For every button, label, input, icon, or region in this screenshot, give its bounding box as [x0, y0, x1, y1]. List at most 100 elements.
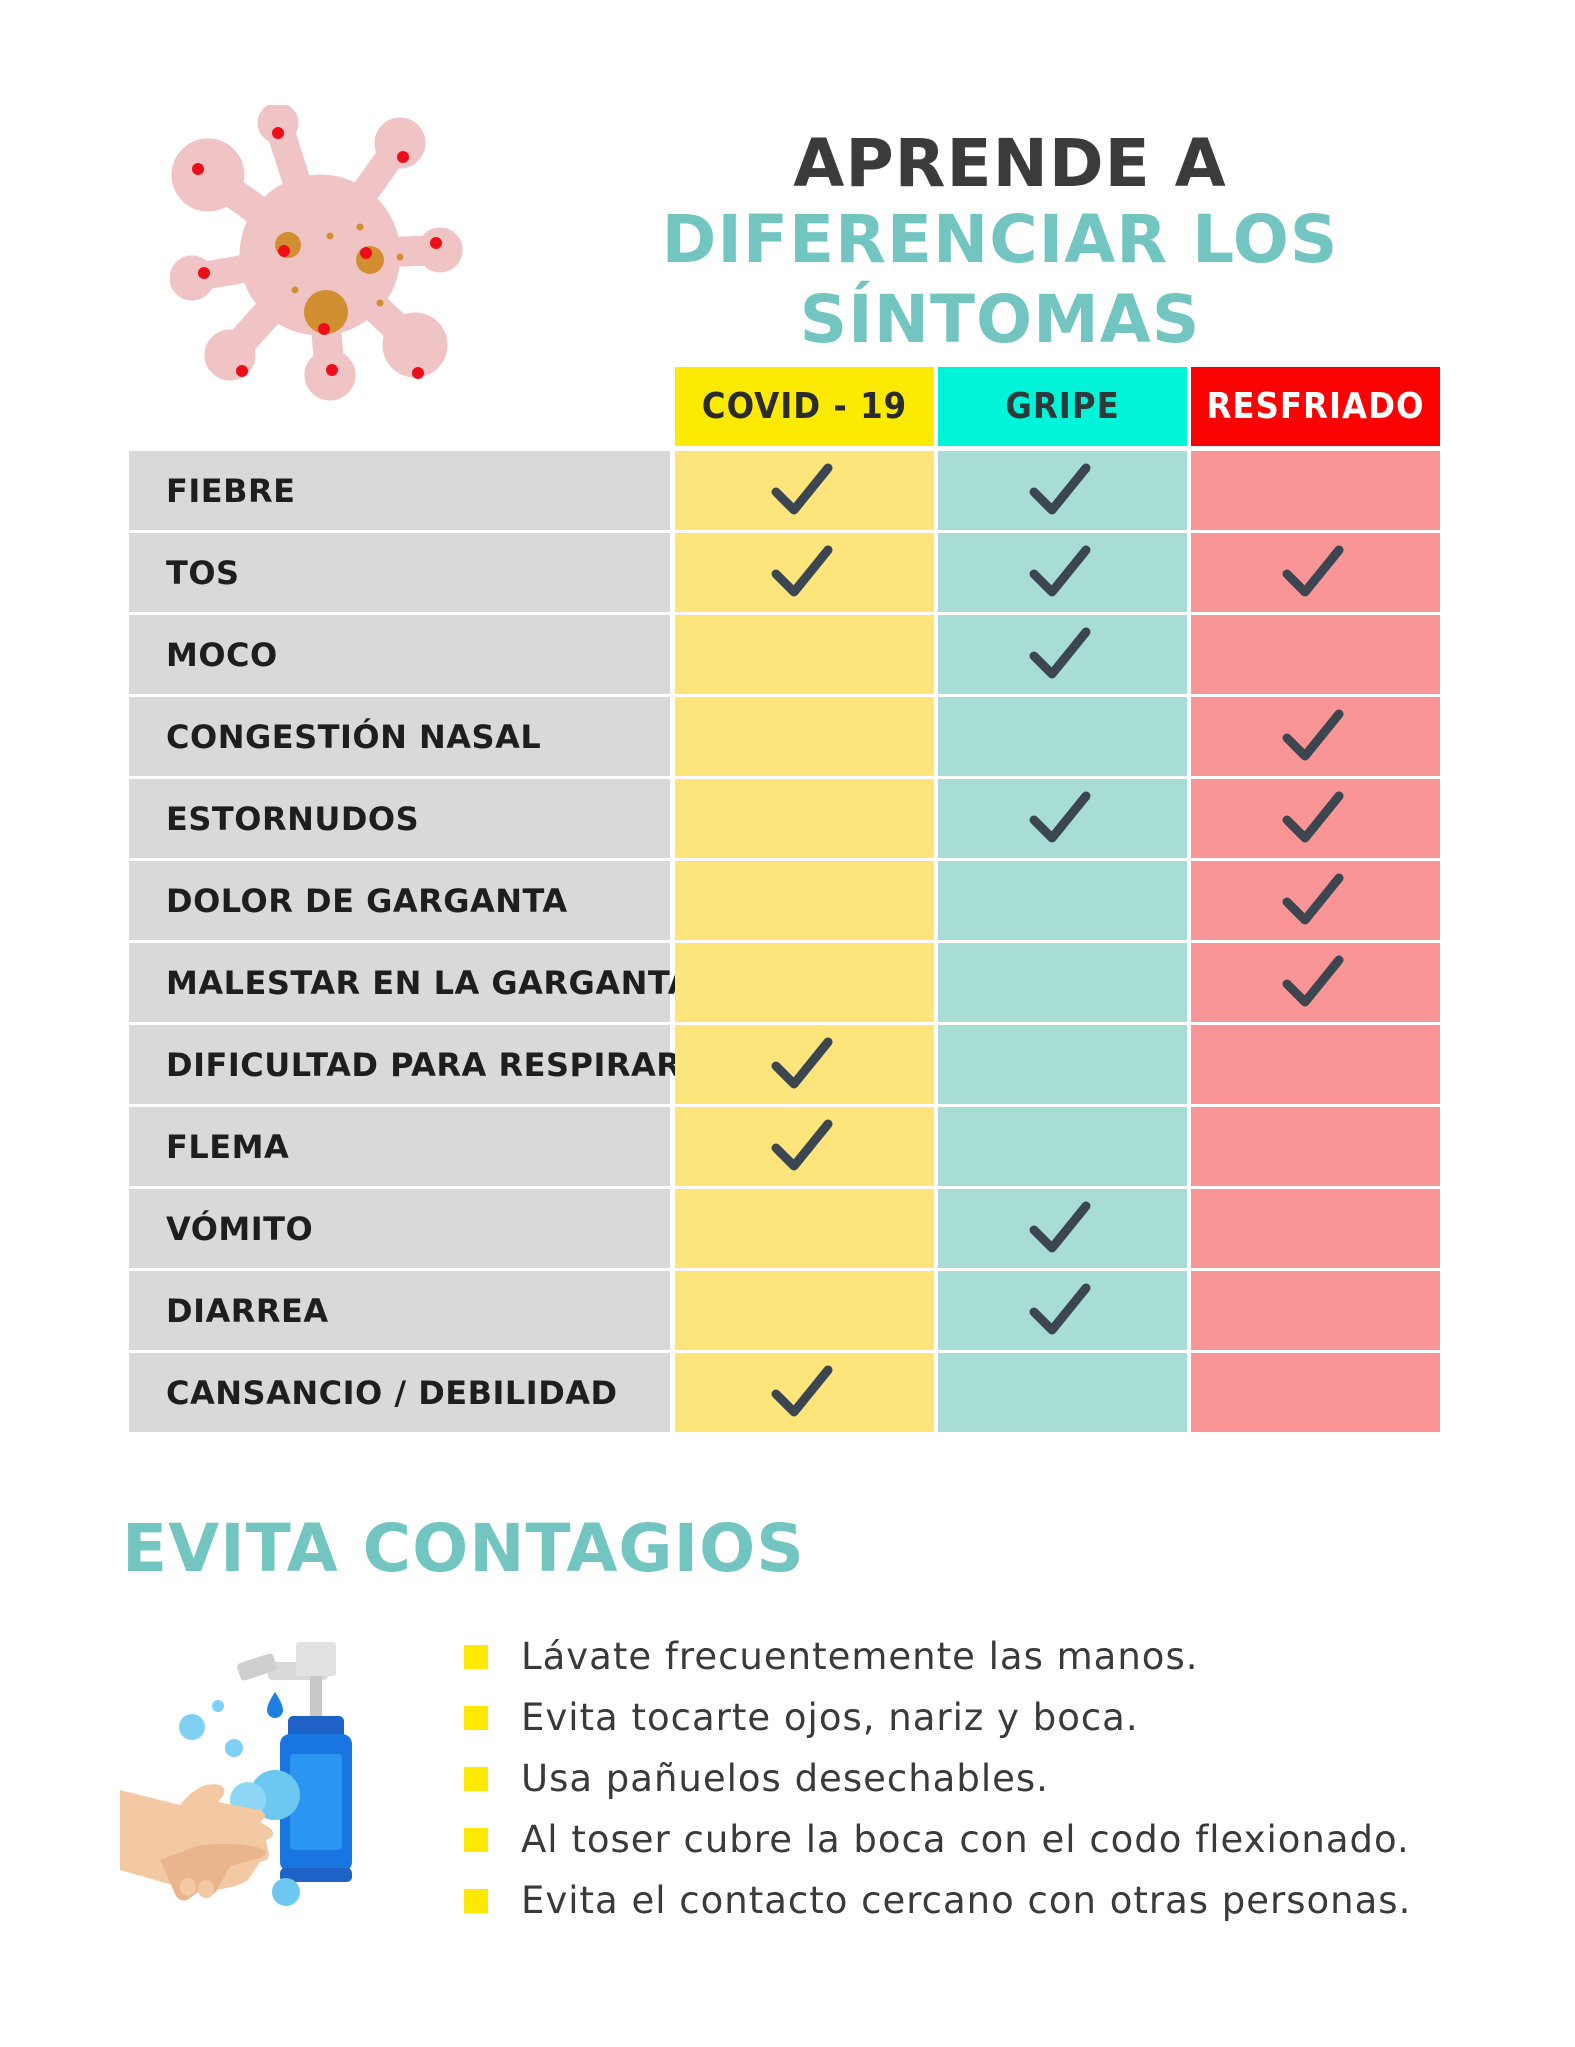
tip-item: Evita el contacto cercano con otras pers… [464, 1870, 1411, 1931]
symptom-label: MOCO [166, 635, 278, 674]
check-cell [1191, 615, 1440, 694]
tip-text: Usa pañuelos desechables. [521, 1757, 1049, 1800]
symptom-label: ESTORNUDOS [166, 799, 420, 838]
check-cell [1191, 943, 1440, 1022]
checkmark-icon [1029, 627, 1090, 678]
checkmark-icon [1282, 873, 1343, 924]
tip-item: Usa pañuelos desechables. [464, 1748, 1411, 1809]
check-cell [938, 615, 1187, 694]
check-cell [675, 615, 934, 694]
symptom-label: DIARREA [166, 1291, 329, 1330]
table-row: DIFICULTAD PARA RESPIRAR [129, 1025, 1440, 1104]
check-cell [938, 533, 1187, 612]
symptom-label: FLEMA [166, 1127, 290, 1166]
checkmark-icon [771, 463, 832, 514]
check-cell [938, 1025, 1187, 1104]
checkmark-icon [771, 1037, 832, 1088]
symptom-label: DOLOR DE GARGANTA [166, 881, 568, 920]
tip-text: Lávate frecuentemente las manos. [521, 1635, 1199, 1678]
symptom-cell: MOCO [129, 615, 670, 694]
check-cell [1191, 1353, 1440, 1432]
check-cell [1191, 861, 1440, 940]
symptom-cell: DOLOR DE GARGANTA [129, 861, 670, 940]
symptom-cell: FIEBRE [129, 451, 670, 530]
bullet-square-icon [464, 1644, 488, 1669]
check-cell [675, 533, 934, 612]
check-cell [1191, 1189, 1440, 1268]
check-cell [675, 1189, 934, 1268]
symptom-cell: CONGESTIÓN NASAL [129, 697, 670, 776]
table-row: TOS [129, 533, 1440, 612]
checkmark-icon [1029, 545, 1090, 596]
bullet-square-icon [464, 1888, 488, 1913]
check-cell [675, 451, 934, 530]
column-header-resfriado: RESFRIADO [1191, 367, 1440, 446]
column-header-covid: COVID - 19 [675, 367, 934, 446]
symptom-cell: ESTORNUDOS [129, 779, 670, 858]
check-cell [938, 861, 1187, 940]
checkmark-icon [1029, 1201, 1090, 1252]
symptom-cell: DIARREA [129, 1271, 670, 1350]
symptom-cell: MALESTAR EN LA GARGANTA [129, 943, 692, 1022]
bullet-square-icon [464, 1827, 488, 1852]
tip-text: Evita el contacto cercano con otras pers… [521, 1879, 1412, 1922]
symptom-label: VÓMITO [166, 1209, 314, 1248]
page-title-line1: APRENDE A [793, 125, 1227, 202]
symptom-label: TOS [166, 553, 240, 592]
check-cell [675, 779, 934, 858]
table-row: DOLOR DE GARGANTA [129, 861, 1440, 940]
checkmark-icon [771, 1119, 832, 1170]
symptom-label: DIFICULTAD PARA RESPIRAR [166, 1045, 682, 1084]
check-cell [1191, 697, 1440, 776]
symptom-label: FIEBRE [166, 471, 296, 510]
checkmark-icon [1029, 463, 1090, 514]
check-cell [938, 1353, 1187, 1432]
tip-item: Al toser cubre la boca con el codo flexi… [464, 1809, 1411, 1870]
table-row: MOCO [129, 615, 1440, 694]
check-cell [675, 861, 934, 940]
checkmark-icon [771, 1365, 832, 1416]
symptom-cell: FLEMA [129, 1107, 670, 1186]
table-row: FLEMA [129, 1107, 1440, 1186]
tip-text: Evita tocarte ojos, nariz y boca. [521, 1696, 1139, 1739]
check-cell [675, 1107, 934, 1186]
check-cell [675, 697, 934, 776]
check-cell [1191, 1271, 1440, 1350]
tip-text: Al toser cubre la boca con el codo flexi… [521, 1818, 1410, 1861]
checkmark-icon [1029, 791, 1090, 842]
symptom-cell: TOS [129, 533, 670, 612]
check-cell [675, 943, 934, 1022]
check-cell [675, 1353, 934, 1432]
check-cell [675, 1025, 934, 1104]
table-row: ESTORNUDOS [129, 779, 1440, 858]
symptom-label: CONGESTIÓN NASAL [166, 717, 542, 756]
check-cell [938, 697, 1187, 776]
checkmark-icon [1029, 1283, 1090, 1334]
check-cell [938, 779, 1187, 858]
checkmark-icon [771, 545, 832, 596]
table-row: FIEBRE [129, 451, 1440, 530]
bullet-square-icon [464, 1766, 488, 1791]
check-cell [1191, 451, 1440, 530]
tip-item: Evita tocarte ojos, nariz y boca. [464, 1687, 1411, 1748]
table-row: CONGESTIÓN NASAL [129, 697, 1440, 776]
table-row: CANSANCIO / DEBILIDAD [129, 1353, 1440, 1432]
check-cell [1191, 1025, 1440, 1104]
column-header-gripe: GRIPE [938, 367, 1187, 446]
symptom-cell: VÓMITO [129, 1189, 670, 1268]
symptom-label: MALESTAR EN LA GARGANTA [166, 963, 693, 1002]
check-cell [938, 1189, 1187, 1268]
hand-washing-icon [120, 1642, 352, 1906]
bullet-square-icon [464, 1705, 488, 1730]
prevention-title: EVITA CONTAGIOS [122, 1510, 805, 1587]
table-row: VÓMITO [129, 1189, 1440, 1268]
symptom-cell: CANSANCIO / DEBILIDAD [129, 1353, 670, 1432]
page-title-line2: DIFERENCIAR LOS SÍNTOMAS [661, 201, 1339, 358]
check-cell [1191, 1107, 1440, 1186]
checkmark-icon [1282, 709, 1343, 760]
check-cell [938, 451, 1187, 530]
checkmark-icon [1282, 545, 1343, 596]
symptom-label: CANSANCIO / DEBILIDAD [166, 1373, 618, 1412]
check-cell [1191, 779, 1440, 858]
check-cell [1191, 533, 1440, 612]
